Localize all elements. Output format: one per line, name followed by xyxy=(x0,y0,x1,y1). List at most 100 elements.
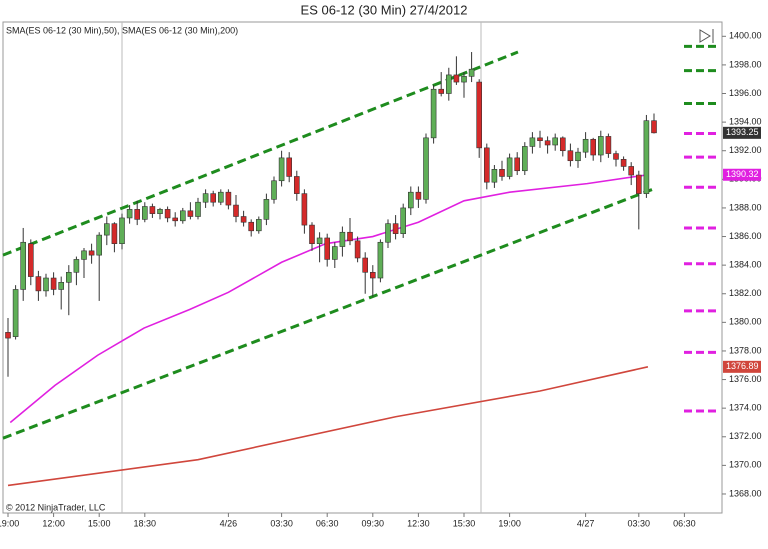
indicator-legend: SMA(ES 06-12 (30 Min),50), SMA(ES 06-12 … xyxy=(6,25,238,35)
candle-body xyxy=(369,271,376,279)
candle-body xyxy=(218,191,224,203)
x-tick-label: 15:00 xyxy=(88,518,111,528)
candle-body xyxy=(255,219,262,232)
y-tick-label: 1386.00 xyxy=(729,231,762,241)
candle-body xyxy=(347,231,353,242)
x-tick-label: 12:30 xyxy=(407,518,430,528)
price-marker xyxy=(723,360,761,373)
candle-body xyxy=(111,223,118,244)
channel-line xyxy=(2,50,519,257)
candle-body xyxy=(316,237,323,244)
candle-body xyxy=(187,210,194,217)
x-tick-label: 4/27 xyxy=(577,518,595,528)
candle-body xyxy=(567,150,574,162)
channel-line xyxy=(2,186,657,440)
candle-body xyxy=(407,191,414,209)
y-tick-label: 1368.00 xyxy=(729,488,762,498)
price-marker-label: 1393.25 xyxy=(726,127,759,137)
candle-body xyxy=(400,207,407,234)
y-tick-label: 1376.00 xyxy=(729,374,762,384)
candle-body xyxy=(27,243,34,277)
price-marker xyxy=(723,168,761,181)
y-tick-label: 1394.00 xyxy=(729,116,762,126)
candle-body xyxy=(202,193,209,203)
candle-body xyxy=(172,217,178,222)
candle-body xyxy=(195,201,201,217)
price-marker-label: 1376.89 xyxy=(726,361,759,371)
candle-body xyxy=(575,151,581,162)
candle-body xyxy=(506,157,513,177)
y-tick-label: 1396.00 xyxy=(729,88,762,98)
candle-body xyxy=(651,120,657,134)
x-tick-label: 03:30 xyxy=(628,518,651,528)
candle-body xyxy=(43,277,49,292)
candle-body xyxy=(50,277,57,290)
candle-body xyxy=(392,223,399,234)
candle-body xyxy=(552,137,559,146)
candle-body xyxy=(293,176,300,194)
candle-body xyxy=(339,231,346,247)
candle-body xyxy=(385,223,391,243)
candle-body xyxy=(514,157,521,172)
candle-body xyxy=(544,140,551,146)
candle-body xyxy=(157,209,163,214)
candle-body xyxy=(499,169,505,177)
candle-body xyxy=(559,137,566,152)
candle-body xyxy=(377,241,384,279)
x-tick-label: 06:30 xyxy=(673,518,696,528)
candle-body xyxy=(210,193,216,203)
sma-line xyxy=(9,173,649,424)
candle-body xyxy=(225,191,232,206)
candle-body xyxy=(142,206,148,220)
scroll-icon[interactable] xyxy=(699,29,714,43)
candle-body xyxy=(233,204,239,217)
candle-body xyxy=(635,174,642,194)
x-tick-label: 18:30 xyxy=(134,518,157,528)
candle-body xyxy=(126,209,133,219)
x-tick-label: 15:30 xyxy=(453,518,476,528)
y-tick-label: 1398.00 xyxy=(729,59,762,69)
candle-body xyxy=(96,234,102,256)
copyright: © 2012 NinjaTrader, LLC xyxy=(6,502,106,512)
candle-body xyxy=(362,257,369,273)
y-tick-label: 1372.00 xyxy=(729,431,762,441)
y-tick-label: 1380.00 xyxy=(729,317,762,327)
candle-body xyxy=(597,136,604,156)
x-tick-label: 19:00 xyxy=(0,518,19,528)
candle-body xyxy=(66,271,72,283)
price-marker xyxy=(723,126,761,139)
candle-body xyxy=(263,199,270,220)
y-tick-label: 1400.00 xyxy=(729,31,762,41)
x-tick-label: 03:30 xyxy=(270,518,293,528)
candle-body xyxy=(149,206,156,214)
y-tick-label: 1384.00 xyxy=(729,260,762,270)
candle-body xyxy=(248,221,254,232)
candle-body xyxy=(164,209,171,219)
candle-body xyxy=(476,81,483,149)
candle-body xyxy=(309,224,315,244)
candle-body xyxy=(324,237,331,260)
candle-body xyxy=(81,250,87,260)
x-tick-label: 09:30 xyxy=(362,518,385,528)
candle-body xyxy=(180,210,186,222)
candle-body xyxy=(628,166,635,176)
candle-body xyxy=(423,137,429,200)
chart-title: ES 06-12 (30 Min) 27/4/2012 xyxy=(301,2,468,17)
candle-body xyxy=(240,216,247,223)
candle-body xyxy=(331,246,338,260)
candle-body xyxy=(529,137,536,147)
candle-body xyxy=(12,289,19,337)
x-tick-label: 06:30 xyxy=(316,518,339,528)
y-tick-label: 1392.00 xyxy=(729,145,762,155)
candle-body xyxy=(119,217,125,244)
x-tick-label: 19:00 xyxy=(498,518,521,528)
candle-body xyxy=(134,209,140,220)
candle-body xyxy=(613,153,619,160)
candle-body xyxy=(491,169,498,183)
candle-body xyxy=(301,193,308,226)
candle-body xyxy=(521,146,528,172)
candle-body xyxy=(445,74,452,94)
candle-body xyxy=(461,76,467,83)
